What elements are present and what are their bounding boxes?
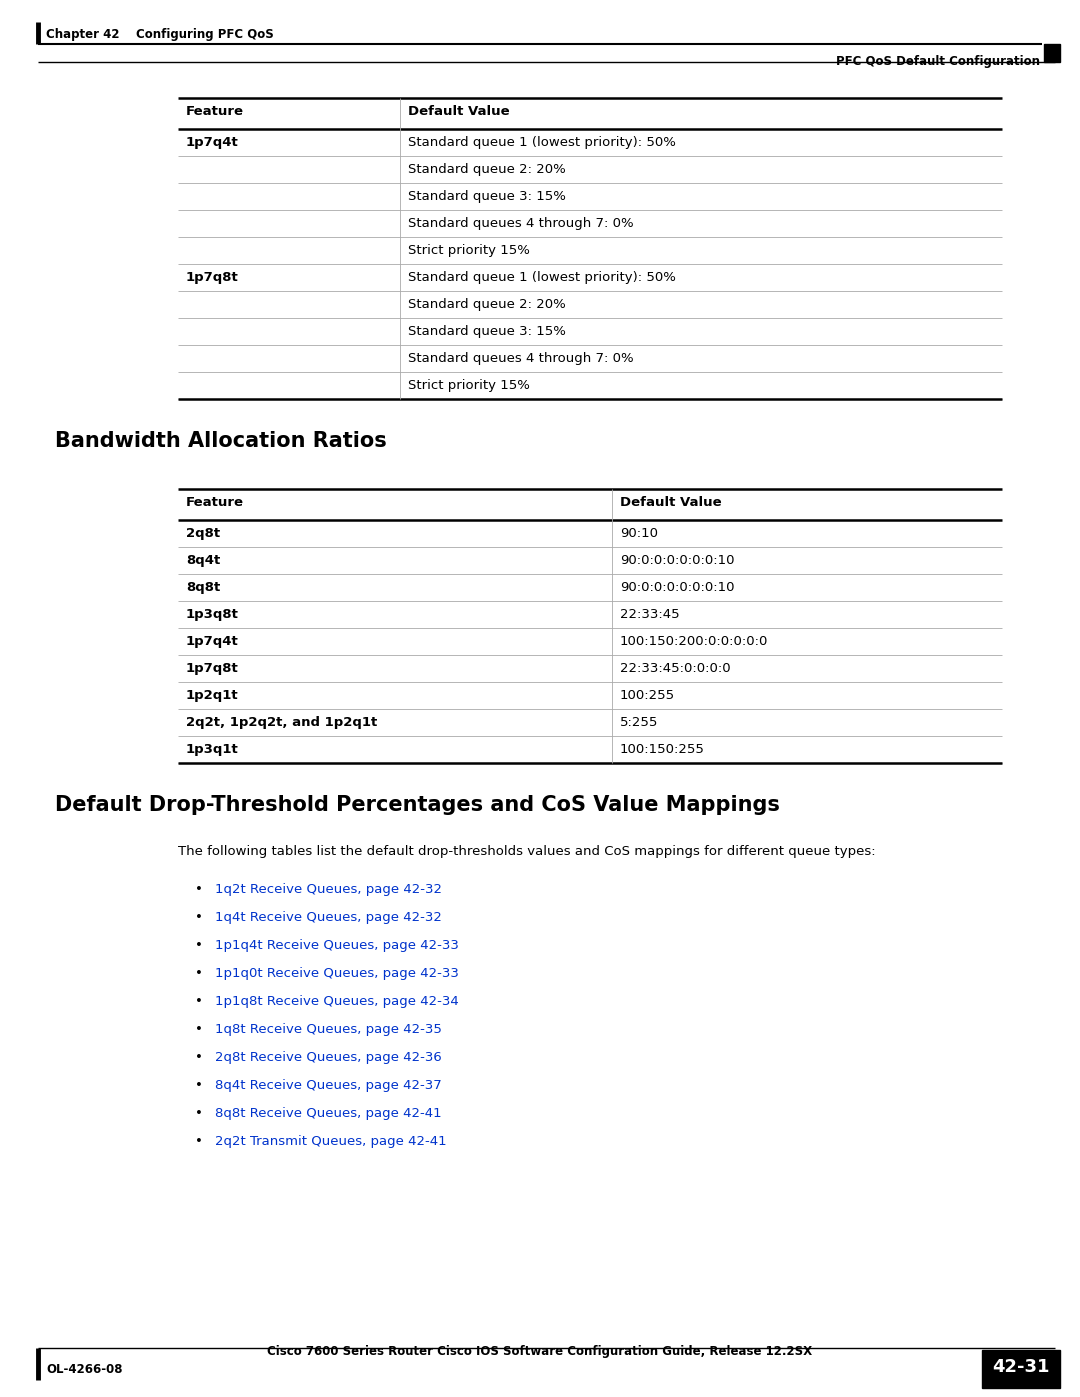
Text: 1p1q8t Receive Queues, page 42-34: 1p1q8t Receive Queues, page 42-34 [215,995,459,1009]
Bar [982,1350,1059,1389]
Text: 1p3q8t: 1p3q8t [186,608,239,622]
Text: 90:10: 90:10 [620,527,658,541]
Text: Standard queue 3: 15%: Standard queue 3: 15% [408,326,566,338]
Text: Default Drop-Threshold Percentages and CoS Value Mappings: Default Drop-Threshold Percentages and C… [55,795,780,814]
Text: Standard queue 1 (lowest priority): 50%: Standard queue 1 (lowest priority): 50% [408,136,676,149]
Text: •: • [195,967,203,981]
Text: 100:150:200:0:0:0:0:0: 100:150:200:0:0:0:0:0 [620,636,768,648]
Text: 8q8t Receive Queues, page 42-41: 8q8t Receive Queues, page 42-41 [215,1106,442,1120]
Text: 1q4t Receive Queues, page 42-32: 1q4t Receive Queues, page 42-32 [215,911,442,923]
Text: •: • [195,911,203,923]
Text: 2q2t, 1p2q2t, and 1p2q1t: 2q2t, 1p2q2t, and 1p2q1t [186,717,377,729]
Text: 22:33:45:0:0:0:0: 22:33:45:0:0:0:0 [620,662,731,675]
Text: •: • [195,1051,203,1065]
Bar [1044,43,1059,61]
Text: Standard queue 2: 20%: Standard queue 2: 20% [408,163,566,176]
Text: 8q4t Receive Queues, page 42-37: 8q4t Receive Queues, page 42-37 [215,1078,442,1092]
Text: 42-31: 42-31 [993,1358,1050,1376]
Text: Standard queue 1 (lowest priority): 50%: Standard queue 1 (lowest priority): 50% [408,271,676,284]
Text: •: • [195,939,203,951]
Text: 1p7q8t: 1p7q8t [186,662,239,675]
Text: Cisco 7600 Series Router Cisco IOS Software Configuration Guide, Release 12.2SX: Cisco 7600 Series Router Cisco IOS Softw… [268,1345,812,1358]
Text: 1p7q4t: 1p7q4t [186,636,239,648]
Text: 1p1q4t Receive Queues, page 42-33: 1p1q4t Receive Queues, page 42-33 [215,939,459,951]
Text: OL-4266-08: OL-4266-08 [46,1363,122,1376]
Text: 90:0:0:0:0:0:0:10: 90:0:0:0:0:0:0:10 [620,555,734,567]
Text: 2q8t: 2q8t [186,527,220,541]
Text: •: • [195,1134,203,1148]
Text: Standard queues 4 through 7: 0%: Standard queues 4 through 7: 0% [408,352,634,365]
Text: The following tables list the default drop-thresholds values and CoS mappings fo: The following tables list the default dr… [178,845,876,858]
Text: Feature: Feature [186,105,244,117]
Text: Strict priority 15%: Strict priority 15% [408,379,530,393]
Text: 100:255: 100:255 [620,689,675,703]
Text: 100:150:255: 100:150:255 [620,743,705,756]
Text: 1p1q0t Receive Queues, page 42-33: 1p1q0t Receive Queues, page 42-33 [215,967,459,981]
Text: 1q2t Receive Queues, page 42-32: 1q2t Receive Queues, page 42-32 [215,883,442,895]
Text: 90:0:0:0:0:0:0:10: 90:0:0:0:0:0:0:10 [620,581,734,594]
Text: 5:255: 5:255 [620,717,659,729]
Text: Bandwidth Allocation Ratios: Bandwidth Allocation Ratios [55,432,387,451]
Text: 2q2t Transmit Queues, page 42-41: 2q2t Transmit Queues, page 42-41 [215,1134,447,1148]
Text: Chapter 42    Configuring PFC QoS: Chapter 42 Configuring PFC QoS [46,28,273,41]
Text: 8q8t: 8q8t [186,581,220,594]
Text: Standard queue 3: 15%: Standard queue 3: 15% [408,190,566,203]
Text: Feature: Feature [186,496,244,509]
Text: Standard queues 4 through 7: 0%: Standard queues 4 through 7: 0% [408,217,634,231]
Text: Default Value: Default Value [408,105,510,117]
Text: 1q8t Receive Queues, page 42-35: 1q8t Receive Queues, page 42-35 [215,1023,442,1037]
Text: •: • [195,1023,203,1037]
Text: •: • [195,883,203,895]
Text: Strict priority 15%: Strict priority 15% [408,244,530,257]
Text: •: • [195,1106,203,1120]
Text: •: • [195,1078,203,1092]
Text: Standard queue 2: 20%: Standard queue 2: 20% [408,298,566,312]
Text: 8q4t: 8q4t [186,555,220,567]
Text: PFC QoS Default Configuration: PFC QoS Default Configuration [836,54,1040,68]
Text: 2q8t Receive Queues, page 42-36: 2q8t Receive Queues, page 42-36 [215,1051,442,1065]
Text: •: • [195,995,203,1009]
Text: Default Value: Default Value [620,496,721,509]
Text: 1p7q8t: 1p7q8t [186,271,239,284]
Text: 1p7q4t: 1p7q4t [186,136,239,149]
Text: 22:33:45: 22:33:45 [620,608,679,622]
Text: 1p2q1t: 1p2q1t [186,689,239,703]
Text: 1p3q1t: 1p3q1t [186,743,239,756]
